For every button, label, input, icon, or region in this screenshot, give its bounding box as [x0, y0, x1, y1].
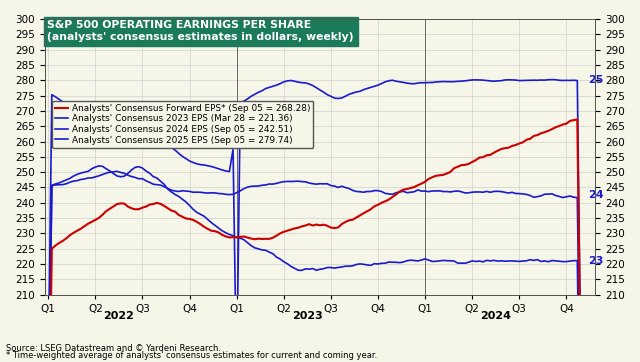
Text: 24: 24 — [588, 190, 604, 200]
Text: S&P 500 OPERATING EARNINGS PER SHARE
(analysts' consensus estimates in dollars, : S&P 500 OPERATING EARNINGS PER SHARE (an… — [47, 20, 354, 42]
Text: * Time-weighted average of analysts' consensus estimates for current and coming : * Time-weighted average of analysts' con… — [6, 351, 378, 360]
Text: 2023: 2023 — [292, 311, 323, 321]
Text: 2022: 2022 — [104, 311, 134, 321]
Text: 23: 23 — [588, 256, 604, 266]
Text: Source: LSEG Datastream and © Yardeni Research.: Source: LSEG Datastream and © Yardeni Re… — [6, 344, 221, 353]
Text: 2024: 2024 — [480, 311, 511, 321]
Text: 25: 25 — [588, 75, 604, 85]
Legend: Analysts' Consensus Forward EPS* (Sep 05 = 268.28), Analysts' Consensus 2023 EPS: Analysts' Consensus Forward EPS* (Sep 05… — [52, 101, 314, 148]
